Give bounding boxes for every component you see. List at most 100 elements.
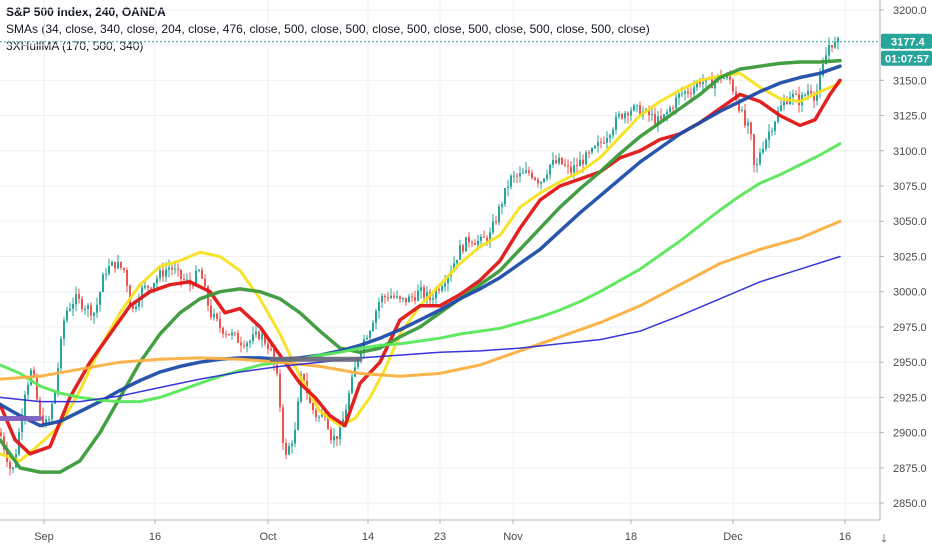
- candle-body: [315, 410, 317, 418]
- hull-indicator-label[interactable]: 3XHullMA (170, 500, 340): [6, 39, 144, 53]
- candle-body: [438, 289, 440, 291]
- candle-body: [477, 240, 479, 245]
- candle-body: [837, 38, 839, 43]
- candle-body: [144, 285, 146, 288]
- candle-body: [96, 304, 98, 313]
- candle-body: [51, 403, 53, 420]
- last-price-value: 3177.4: [891, 37, 926, 49]
- candle-body: [627, 113, 629, 116]
- candle-body: [39, 399, 41, 416]
- candle-body: [672, 107, 674, 109]
- candle-body: [162, 270, 164, 277]
- candle-body: [804, 94, 806, 96]
- time-zone-icon[interactable]: [880, 532, 890, 544]
- candle-body: [432, 298, 434, 300]
- candle-body: [195, 270, 197, 286]
- candle-body: [339, 427, 341, 440]
- candle-body: [159, 270, 161, 279]
- candle-body: [60, 338, 62, 369]
- sma-indicator-label[interactable]: SMAs (34, close, 340, close, 204, close,…: [6, 22, 650, 36]
- candle-body: [444, 283, 446, 287]
- candle-body: [270, 349, 272, 351]
- candle-body: [702, 81, 704, 85]
- candle-body: [267, 343, 269, 350]
- candle-body: [402, 297, 404, 300]
- time-axis[interactable]: [0, 520, 880, 550]
- candle-body: [756, 163, 758, 165]
- candle-body: [294, 429, 296, 444]
- candle-body: [138, 299, 140, 307]
- candle-body: [585, 152, 587, 165]
- candle-body: [123, 267, 125, 270]
- x-tick-label: 16: [149, 531, 161, 543]
- candle-body: [168, 267, 170, 270]
- candle-body: [777, 110, 779, 122]
- candle-body: [588, 152, 590, 154]
- candle-body: [255, 331, 257, 335]
- candle-body: [561, 157, 563, 165]
- candle-body: [699, 81, 701, 85]
- candle-body: [468, 237, 470, 243]
- candle-body: [753, 134, 755, 165]
- candle-body: [57, 368, 59, 391]
- candle-body: [327, 417, 329, 430]
- candle-body: [549, 164, 551, 175]
- candle-body: [498, 206, 500, 223]
- price-axis[interactable]: [880, 0, 932, 520]
- candle-body: [21, 416, 23, 432]
- y-tick-label: 2950.0: [893, 357, 927, 369]
- candle-body: [117, 261, 119, 269]
- candle-body: [186, 279, 188, 281]
- candle-body: [309, 392, 311, 404]
- candle-body: [240, 342, 242, 346]
- candle-body: [99, 292, 101, 305]
- candle-body: [54, 390, 56, 404]
- candle-body: [570, 166, 572, 173]
- candle-body: [489, 232, 491, 242]
- countdown-badge-bg: [881, 50, 932, 66]
- y-tick-label: 2925.0: [893, 392, 927, 404]
- candle-body: [372, 322, 374, 331]
- candle-body: [612, 129, 614, 136]
- candle-body: [630, 110, 632, 116]
- candle-body: [465, 237, 467, 252]
- candle-body: [540, 181, 542, 184]
- candle-body: [126, 269, 128, 286]
- candle-body: [72, 304, 74, 309]
- x-tick-label: 18: [625, 531, 637, 543]
- x-tick-label: Oct: [259, 531, 276, 543]
- candle-body: [420, 287, 422, 291]
- candle-body: [687, 91, 689, 94]
- candle-body: [153, 282, 155, 289]
- candle-body: [600, 142, 602, 144]
- candle-body: [675, 97, 677, 109]
- candle-body: [237, 332, 239, 343]
- candle-body: [831, 44, 833, 48]
- candle-body: [507, 186, 509, 188]
- candle-body: [510, 175, 512, 187]
- candle-body: [288, 446, 290, 455]
- candle-body: [582, 159, 584, 165]
- candle-body: [495, 221, 497, 223]
- candle-body: [741, 110, 743, 112]
- candle-body: [621, 113, 623, 119]
- candle-body: [312, 403, 314, 411]
- candle-body: [234, 332, 236, 334]
- candle-body: [93, 312, 95, 316]
- candle-body: [111, 261, 113, 266]
- candle-body: [369, 330, 371, 338]
- candle-body: [726, 76, 728, 78]
- y-tick-label: 2900.0: [893, 428, 927, 440]
- candle-body: [618, 113, 620, 117]
- candle-body: [201, 269, 203, 279]
- candle-body: [483, 236, 485, 238]
- candle-body: [90, 305, 92, 316]
- candle-body: [696, 81, 698, 88]
- candle-body: [609, 135, 611, 139]
- candle-body: [435, 289, 437, 299]
- candle-body: [174, 268, 176, 270]
- candle-body: [396, 296, 398, 298]
- candle-body: [417, 290, 419, 301]
- candle-body: [552, 160, 554, 165]
